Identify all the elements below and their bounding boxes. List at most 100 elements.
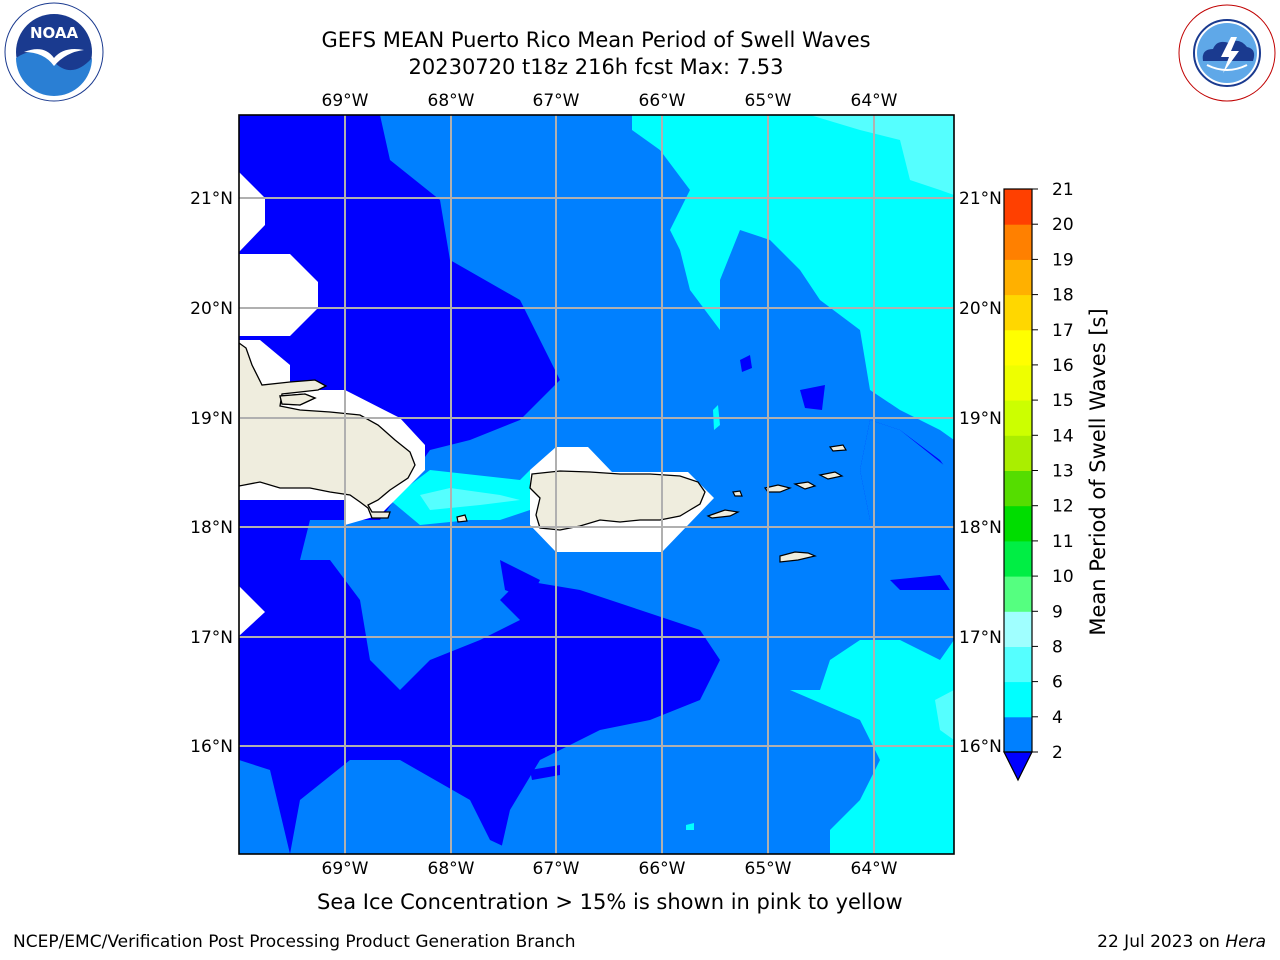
lat-tick-label: 20°N xyxy=(190,299,233,319)
colorbar-segment xyxy=(1004,505,1032,542)
swell-band-2-4-pocket xyxy=(800,385,825,410)
lat-tick-label: 16°N xyxy=(959,737,1002,757)
swell-band-6-8-se xyxy=(790,640,954,854)
swell-band-2-4-pocket xyxy=(740,355,752,372)
colorbar-tick-label: 6 xyxy=(1052,673,1063,693)
lat-tick-label: 21°N xyxy=(959,189,1002,209)
land-vieques xyxy=(706,509,740,519)
lat-tick-label: 21°N xyxy=(190,189,233,209)
chart-title: GEFS MEAN Puerto Rico Mean Period of Swe… xyxy=(321,28,871,52)
land-hispaniola xyxy=(239,342,416,519)
colorbar-tick-label: 9 xyxy=(1052,602,1063,622)
lat-tick-label: 16°N xyxy=(190,737,233,757)
colorbar-tick-label: 18 xyxy=(1052,286,1074,306)
colorbar-segment xyxy=(1004,259,1032,296)
colorbar-segment xyxy=(1004,294,1032,331)
colorbar-segment xyxy=(1004,681,1032,718)
lat-tick-label: 17°N xyxy=(959,628,1002,648)
lat-tick-label: 18°N xyxy=(190,518,233,538)
lon-tick-label: 67°W xyxy=(533,91,580,111)
map-frame xyxy=(238,114,955,855)
colorbar-tick-label: 15 xyxy=(1052,391,1074,411)
swell-band-8-9 xyxy=(810,115,954,195)
colorbar-tick-label: 12 xyxy=(1052,497,1074,517)
lon-tick-label: 69°W xyxy=(322,859,369,879)
land-tortuga xyxy=(279,393,317,406)
swell-band-8-9-mona xyxy=(420,488,520,510)
colorbar-segment xyxy=(1004,364,1032,401)
footer-date-text: 22 Jul 2023 on xyxy=(1097,932,1226,952)
colorbar-tick-label: 13 xyxy=(1052,462,1074,482)
footer-host: Hera xyxy=(1225,932,1266,952)
colorbar: 2 4 6 8 9 10 11 12 13 14 15 16 17 18 19 20 21 xyxy=(1003,180,1074,782)
lat-tick-label: 19°N xyxy=(190,409,233,429)
swell-band-6-8-spot xyxy=(686,823,694,830)
swell-band-8-9-se xyxy=(935,690,954,740)
colorbar-segment xyxy=(1004,646,1032,683)
lon-tick-label: 67°W xyxy=(533,859,580,879)
swell-band-2-4-pocket xyxy=(575,685,590,702)
noaa-logo-icon: NOAA xyxy=(4,2,104,102)
lat-tick-label: 17°N xyxy=(190,628,233,648)
colorbar-segment xyxy=(1004,716,1032,753)
land-st-croix xyxy=(779,551,817,563)
colorbar-tick-label: 8 xyxy=(1052,637,1063,657)
swell-band-4-6-south xyxy=(239,760,290,854)
lon-tick-label: 65°W xyxy=(745,859,792,879)
colorbar-tick-label: 10 xyxy=(1052,567,1074,587)
colorbar-tick-label: 20 xyxy=(1052,215,1074,235)
lon-tick-label: 69°W xyxy=(322,91,369,111)
colorbar-segment xyxy=(1004,576,1032,612)
nodata-area xyxy=(239,586,265,636)
lon-tick-label: 66°W xyxy=(639,91,686,111)
map-plot-area xyxy=(239,115,954,854)
colorbar-segment xyxy=(1004,189,1032,225)
lon-tick-label: 66°W xyxy=(639,859,686,879)
colorbar-tick-label: 14 xyxy=(1052,426,1074,446)
colorbar-segment xyxy=(1004,435,1032,471)
swell-band-4-6 xyxy=(290,115,954,854)
colorbar-segment xyxy=(1004,540,1032,577)
colorbar-tick-label: 17 xyxy=(1052,321,1074,341)
nws-logo-icon xyxy=(1178,4,1276,102)
colorbar-segment xyxy=(1004,400,1032,436)
land-mona xyxy=(456,514,468,523)
colorbar-segment xyxy=(1004,611,1032,647)
svg-text:NOAA: NOAA xyxy=(30,24,79,42)
lat-tick-label: 20°N xyxy=(959,299,1002,319)
colorbar-tick-label: 16 xyxy=(1052,356,1074,376)
swell-band-2-4-pocket xyxy=(500,560,540,600)
colorbar-segment xyxy=(1004,470,1032,507)
swell-band-2-4-pocket xyxy=(890,575,950,590)
lon-tick-label: 68°W xyxy=(428,859,475,879)
footer-credit: NCEP/EMC/Verification Post Processing Pr… xyxy=(13,932,576,952)
chart-subtitle: 20230720 t18z 216h fcst Max: 7.53 xyxy=(408,55,784,79)
lon-tick-label: 64°W xyxy=(851,859,898,879)
lat-tick-label: 19°N xyxy=(959,409,1002,429)
colorbar-tick-label: 21 xyxy=(1052,180,1074,200)
land-culebra xyxy=(732,490,743,497)
colorbar-tick-label: 2 xyxy=(1052,743,1063,763)
land-tortola xyxy=(818,471,844,480)
lat-labels-right: 21°N 20°N 19°N 18°N 17°N 16°N xyxy=(959,189,1002,757)
lon-labels-top: 69°W 68°W 67°W 66°W 65°W 64°W xyxy=(322,91,898,111)
lat-tick-label: 18°N xyxy=(959,518,1002,538)
sea-ice-note: Sea Ice Concentration > 15% is shown in … xyxy=(317,890,903,914)
nodata-area xyxy=(239,254,318,336)
map-gridlines xyxy=(239,115,954,854)
footer-date: 22 Jul 2023 on Hera xyxy=(1097,932,1266,952)
colorbar-segment xyxy=(1004,329,1032,366)
land-st-john xyxy=(793,481,817,490)
land-anegada xyxy=(828,444,848,452)
lon-labels-bottom: 69°W 68°W 67°W 66°W 65°W 64°W xyxy=(322,859,898,879)
colorbar-label: Mean Period of Swell Waves [s] xyxy=(1086,308,1110,635)
swell-band-2-4-pocket xyxy=(530,765,560,780)
colorbar-tick-label: 4 xyxy=(1052,708,1063,728)
nodata-area xyxy=(239,172,265,252)
lon-tick-label: 64°W xyxy=(851,91,898,111)
lat-labels-left: 21°N 20°N 19°N 18°N 17°N 16°N xyxy=(190,189,233,757)
colorbar-segment xyxy=(1004,224,1032,260)
colorbar-tick-label: 11 xyxy=(1052,532,1074,552)
colorbar-extend-triangle xyxy=(1003,751,1033,782)
